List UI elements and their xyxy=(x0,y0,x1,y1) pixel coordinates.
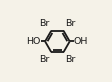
Text: HO: HO xyxy=(27,37,41,46)
Text: Br: Br xyxy=(65,19,75,28)
Text: Br: Br xyxy=(39,19,50,28)
Text: Br: Br xyxy=(39,55,50,64)
Text: Br: Br xyxy=(65,55,75,64)
Text: OH: OH xyxy=(74,37,88,46)
